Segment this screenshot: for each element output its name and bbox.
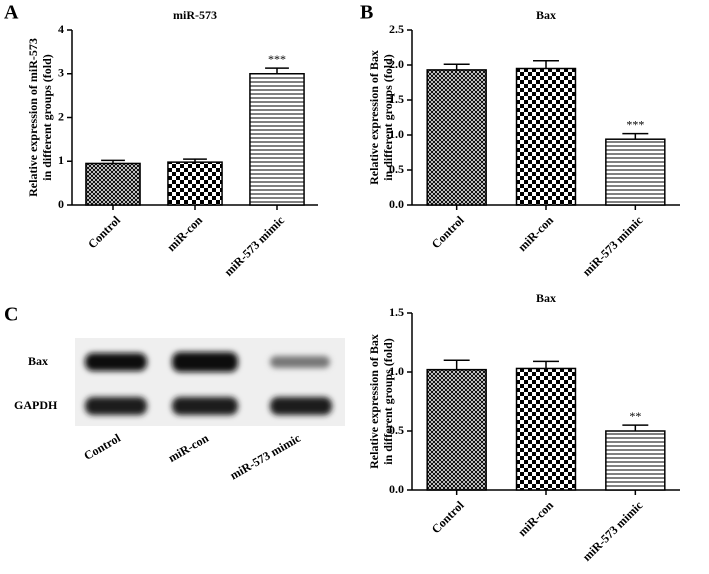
x-tick-label: miR-con: [515, 498, 556, 539]
panel-label: B: [360, 2, 373, 24]
x-tick-label: miR-573 mimic: [580, 213, 646, 279]
y-tick-label: 2.5: [389, 22, 404, 36]
y-axis-label: in different groups (fold): [381, 338, 395, 465]
x-tick-label: Control: [85, 213, 123, 251]
blot-lane-label: miR-573 mimic: [227, 431, 303, 483]
y-axis-label: Relative expression of miR-573: [26, 38, 40, 197]
x-tick-label: miR-573 mimic: [221, 213, 287, 279]
x-tick-label: miR-con: [515, 213, 556, 254]
y-tick-label: 1.5: [389, 92, 404, 106]
y-tick-label: 0: [58, 197, 64, 211]
y-axis-label: Relative expression of Bax: [367, 334, 381, 469]
y-tick-label: 0.0: [389, 482, 404, 496]
y-axis-label: in different groups (fold): [381, 54, 395, 181]
x-tick-label: miR-573 mimic: [580, 498, 646, 564]
x-tick-label: Control: [429, 213, 467, 251]
blot-row-label: GAPDH: [14, 398, 58, 412]
y-axis-label: in different groups (fold): [40, 54, 54, 181]
panel-label: C: [4, 304, 18, 326]
bar: [426, 368, 487, 491]
blot-lane-label: miR-con: [166, 431, 211, 465]
blot-row-label: Bax: [28, 354, 48, 368]
y-axis-label: Relative expression of Bax: [367, 50, 381, 185]
bar: [85, 162, 141, 206]
bar: [605, 430, 666, 491]
y-tick-label: 3: [58, 66, 64, 80]
x-tick-label: Control: [429, 498, 467, 536]
y-tick-label: 2: [58, 109, 64, 123]
chart-title: miR-573: [173, 8, 217, 22]
significance-label: ***: [268, 52, 286, 66]
blot-image: [75, 338, 345, 426]
bar: [605, 138, 666, 206]
blot-lane-label: Control: [81, 431, 123, 463]
y-tick-label: 0.5: [389, 423, 404, 437]
y-tick-label: 1.0: [389, 127, 404, 141]
significance-label: ***: [626, 117, 644, 131]
y-tick-label: 1: [58, 153, 64, 167]
bar: [515, 367, 577, 491]
bar: [249, 73, 305, 206]
y-tick-label: 0.0: [389, 197, 404, 211]
y-tick-label: 2.0: [389, 57, 404, 71]
bar: [515, 67, 577, 206]
x-tick-label: miR-con: [164, 213, 205, 254]
y-tick-label: 1.5: [389, 305, 404, 319]
bar: [426, 69, 487, 206]
bar: [167, 161, 223, 206]
chart-title: Bax: [536, 291, 556, 305]
panel-label: A: [4, 2, 19, 24]
chart-title: Bax: [536, 8, 556, 22]
y-tick-label: 4: [58, 22, 64, 36]
significance-label: **: [629, 409, 641, 423]
y-tick-label: 1.0: [389, 364, 404, 378]
y-tick-label: 0.5: [389, 162, 404, 176]
